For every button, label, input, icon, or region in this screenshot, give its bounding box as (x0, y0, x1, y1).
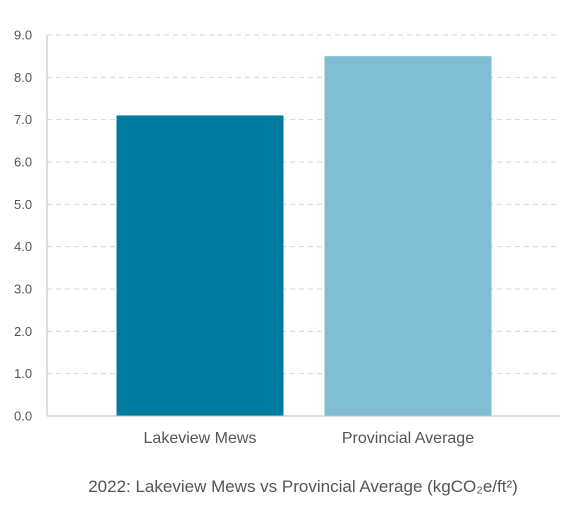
y-tick-label: 6.0 (14, 155, 32, 170)
bar-provincial-average (324, 56, 492, 417)
y-tick-label: 1.0 (14, 366, 32, 381)
y-tick-label: 0.0 (14, 409, 32, 424)
x-axis-category-labels: Lakeview Mews Provincial Average (144, 430, 475, 447)
bar-lakeview-mews (116, 115, 284, 416)
y-tick-label: 7.0 (14, 112, 32, 127)
y-tick-label: 3.0 (14, 282, 32, 297)
y-tick-label: 5.0 (14, 197, 32, 212)
x-category-label: Provincial Average (342, 430, 474, 447)
y-axis-tick-labels: 0.0 1.0 2.0 3.0 4.0 5.0 6.0 7.0 8.0 9.0 (14, 28, 32, 424)
y-tick-label: 4.0 (14, 239, 32, 254)
y-tick-label: 9.0 (14, 28, 32, 43)
y-tick-label: 2.0 (14, 324, 32, 339)
y-tick-label: 8.0 (14, 70, 32, 85)
bars (116, 56, 492, 417)
x-category-label: Lakeview Mews (144, 430, 257, 447)
chart-title: 2022: Lakeview Mews vs Provincial Averag… (88, 477, 518, 496)
